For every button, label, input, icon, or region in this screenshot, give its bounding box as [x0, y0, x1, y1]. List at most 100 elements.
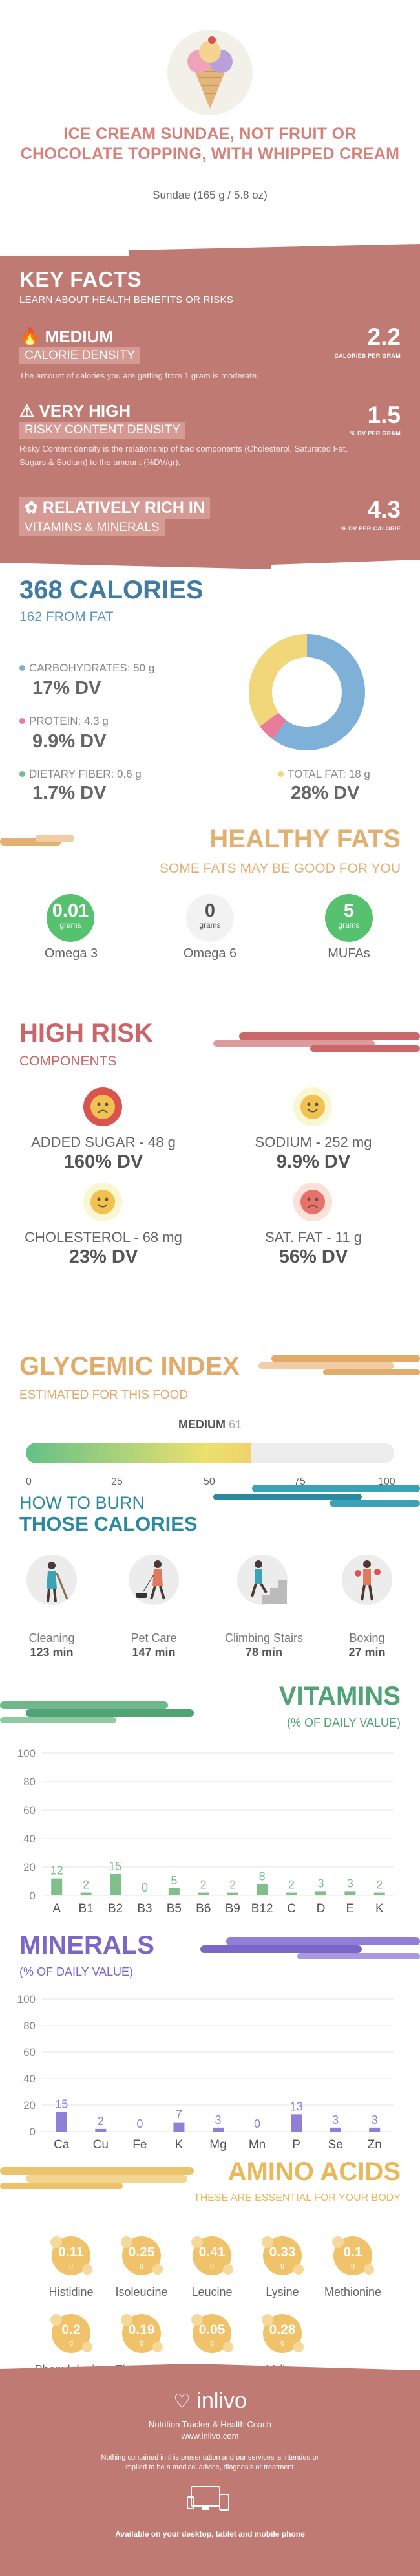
key-facts-section: KEY FACTS LEARN ABOUT HEALTH BENEFITS OR… — [0, 236, 420, 569]
amino-label: Methionine — [324, 2286, 382, 2298]
y-tick-label: 20 — [23, 2099, 36, 2112]
protein-dv: 9.9% DV — [32, 731, 107, 752]
omega6-label: Omega 6 — [183, 946, 237, 961]
glycemic-decoration — [258, 1355, 420, 1375]
bar-value-label: 2 — [376, 1879, 383, 1892]
burn-time-boxing: 27 min — [348, 1646, 386, 1659]
bar — [227, 1892, 238, 1895]
high-risk-decoration — [213, 1032, 420, 1052]
fact-name-risky: RISKY CONTENT DENSITY — [19, 422, 186, 439]
risk-label-cholesterol: CHOLESTEROL - 68 mg — [25, 1229, 182, 1245]
x-category-label: Cu — [93, 2138, 109, 2152]
amino-value: 0.19 — [128, 2322, 155, 2337]
bar-value-label: 12 — [50, 1864, 63, 1877]
fact-level-calorie: 🔥 MEDIUM — [19, 327, 114, 346]
risk-dv-cholesterol: 23% DV — [68, 1247, 138, 1267]
footer-brand: ♡ inlivo — [173, 2388, 247, 2413]
bar-value-label: 3 — [317, 1877, 324, 1890]
x-category-label: B5 — [167, 1902, 182, 1916]
amino-unit: g — [209, 2262, 215, 2269]
fact-unit-vitamins: % DV PER CALORIE — [341, 525, 401, 532]
bar-value-label: 7 — [176, 2108, 182, 2121]
macro-donut-chart — [249, 634, 365, 750]
bar-value-label: 0 — [142, 1881, 148, 1894]
calories-section: 368 CALORIES 162 FROM FAT CARBOHYDRATES:… — [0, 576, 420, 822]
amino-unit: g — [280, 2262, 285, 2269]
minerals-subtitle: (% OF DAILY VALUE) — [19, 1965, 134, 1978]
burn-title-1: HOW TO BURN — [19, 1493, 145, 1512]
bar — [286, 1892, 297, 1895]
glycemic-reading: MEDIUM 61 — [0, 1418, 420, 1432]
key-facts-background — [0, 244, 420, 569]
bar — [315, 1891, 326, 1895]
risk-dv-sugar: 160% DV — [63, 1152, 143, 1172]
y-tick-label: 0 — [30, 1890, 36, 1902]
bar-value-label: 3 — [332, 2113, 339, 2126]
burn-title-2: THOSE CALORIES — [19, 1512, 198, 1535]
minerals-title: MINERALS — [19, 1931, 154, 1959]
amino-unit: g — [68, 2262, 74, 2269]
cleaning-person-icon — [26, 1555, 77, 1605]
bar-value-label: 15 — [109, 1860, 122, 1873]
vitamins-bar-chart: 0 20 40 60 80 100 12 A 2 B1 15 B2 0 B3 5 B5 2 B6 2 B9 8 B12 2 C… — [17, 1747, 394, 1916]
bar — [213, 2127, 224, 2132]
x-category-label: Mn — [249, 2138, 266, 2152]
glycemic-subtitle: ESTIMATED FOR THIS FOOD — [19, 1388, 189, 1402]
omega3-label: Omega 3 — [44, 946, 98, 961]
vitamins-subtitle: (% OF DAILY VALUE) — [286, 1716, 401, 1729]
x-category-label: Se — [328, 2138, 343, 2152]
x-category-label: Mg — [209, 2138, 226, 2152]
amino-value: 0.25 — [128, 2245, 155, 2260]
fact-unit-risky: % DV PER GRAM — [350, 430, 401, 437]
stairs-climber-icon — [237, 1555, 288, 1605]
amino-unit: g — [209, 2339, 215, 2347]
bar — [56, 2112, 67, 2132]
bar-value-label: 2 — [200, 1879, 207, 1892]
fat-label: TOTAL FAT: 18 g — [278, 768, 370, 781]
x-category-label: Fe — [132, 2138, 147, 2152]
high-risk-title: HIGH RISK — [19, 1019, 153, 1047]
amino-blob-leucine — [191, 2236, 233, 2275]
glycemic-index-section: GLYCEMIC INDEX ESTIMATED FOR THIS FOOD M… — [0, 1352, 420, 1507]
burn-label-boxing: Boxing — [349, 1632, 385, 1644]
heart-icon: ♡ — [173, 2391, 191, 2412]
amino-unit: g — [139, 2262, 144, 2269]
x-category-label: K — [375, 1902, 384, 1916]
bar — [173, 2122, 185, 2132]
gi-tick-50: 50 — [204, 1476, 215, 1487]
mufas-label: MUFAs — [328, 946, 370, 961]
x-category-label: A — [52, 1902, 61, 1916]
amino-subtitle: THESE ARE ESSENTIAL FOR YOUR BODY — [193, 2192, 401, 2203]
vitamins-decoration — [0, 1701, 194, 1723]
amino-label: Lysine — [266, 2286, 299, 2298]
amino-blob-methionine — [332, 2236, 374, 2275]
gi-tick-100: 100 — [378, 1476, 395, 1487]
carbs-dv: 17% DV — [32, 678, 101, 699]
total-calories: 368 CALORIES — [19, 576, 204, 604]
food-title: ICE CREAM SUNDAE, NOT FRUIT OR CHOCOLATE… — [20, 125, 400, 163]
amino-value: 0.33 — [269, 2245, 296, 2260]
amino-blob-valine — [262, 2314, 304, 2353]
x-category-label: B6 — [196, 1902, 211, 1916]
bar — [257, 1884, 268, 1895]
bar-value-label: 0 — [254, 2117, 260, 2130]
amino-value: 0.2 — [61, 2322, 81, 2337]
donut-slice-fat — [249, 634, 365, 750]
footer-background — [0, 2364, 420, 2576]
serving-size: Sundae (165 g / 5.8 oz) — [152, 189, 268, 201]
glycemic-title: GLYCEMIC INDEX — [19, 1352, 240, 1381]
x-category-label: B12 — [251, 1902, 273, 1916]
key-facts-subtitle: LEARN ABOUT HEALTH BENEFITS OR RISKS — [19, 294, 234, 305]
protein-label: PROTEIN: 4.3 g — [19, 715, 109, 728]
bar — [330, 2127, 341, 2132]
glycemic-value: 61 — [228, 1418, 242, 1431]
amino-decoration — [0, 2167, 194, 2189]
burn-time-cleaning: 123 min — [30, 1646, 74, 1659]
protein-dot — [19, 718, 25, 724]
bar-value-label: 5 — [171, 1874, 177, 1887]
vitamins-section: VITAMINS (% OF DAILY VALUE) 0 20 40 60 80 100… — [0, 1682, 420, 1921]
happy-face-icon — [83, 1183, 122, 1221]
footer-url[interactable]: www.inlivo.com — [181, 2431, 239, 2441]
burn-label-cleaning: Cleaning — [28, 1632, 75, 1644]
amino-unit: g — [139, 2339, 144, 2347]
